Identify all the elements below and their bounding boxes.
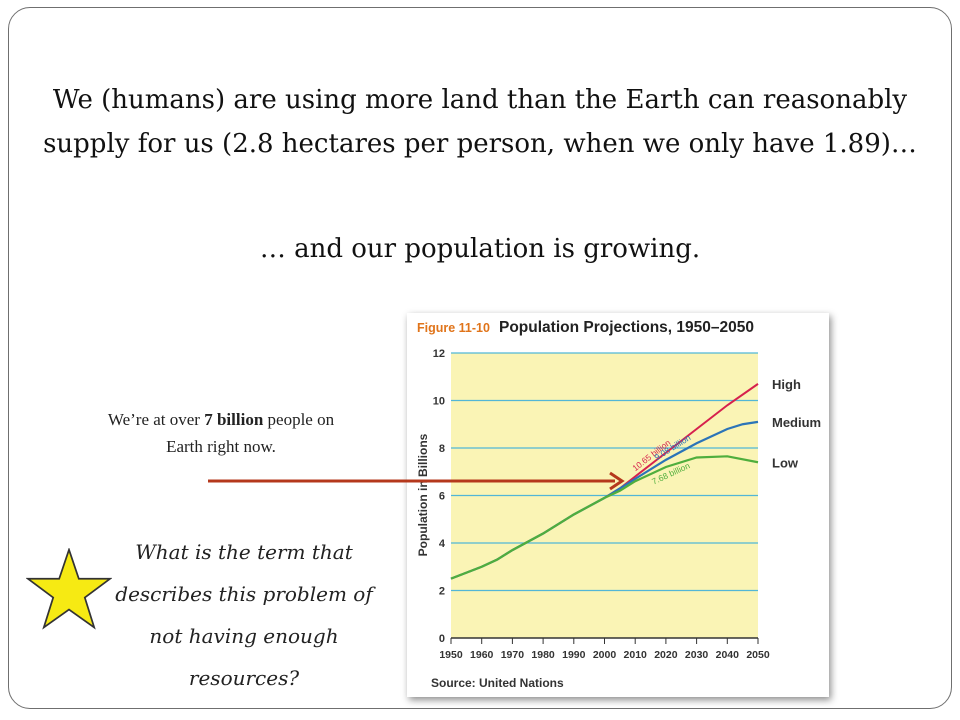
note-suffix: people on [263, 410, 335, 429]
chart-title: Population Projections, 1950–2050 [499, 319, 754, 336]
x-tick-label: 1970 [501, 649, 525, 661]
heading-line-2: supply for us (2.8 hectares per person, … [43, 129, 917, 159]
x-tick-label: 2000 [593, 649, 617, 661]
series-label-high: High [772, 377, 801, 392]
chart-canvas: Figure 11-10 Population Projections, 195… [416, 319, 821, 690]
x-tick-label: 1950 [439, 649, 463, 661]
star-shape [26, 548, 112, 630]
series-lines [450, 383, 759, 580]
note-prefix: We’re at over [107, 410, 205, 429]
x-tick-label: 2050 [746, 649, 770, 661]
y-tick-label: 8 [439, 443, 445, 455]
heading-line-1: We (humans) are using more land than the… [52, 85, 908, 115]
series-label-low: Low [772, 455, 799, 470]
x-tick-label: 1990 [562, 649, 586, 661]
y-tick-label: 2 [439, 586, 445, 598]
y-tick-label: 12 [433, 348, 445, 360]
question-line-4: resources? [188, 666, 300, 690]
axis-ticks: 0 2 4 6 8 10 12 1950 1960 1970 1980 1990 2000 2010 202… [433, 348, 770, 661]
x-tick-label: 1980 [531, 649, 555, 661]
question-line-3: not having enough [149, 624, 339, 648]
slide-heading: We (humans) are using more land than the… [0, 78, 960, 166]
figure-label: Figure 11-10 [417, 321, 490, 335]
note-line-2: Earth right now. [166, 437, 276, 456]
series-line-low [450, 455, 759, 580]
chart-source: Source: United Nations [431, 676, 564, 690]
question-text: What is the term that describes this pro… [108, 531, 380, 699]
population-note: We’re at over 7 billion people on Earth … [62, 406, 380, 460]
star-icon [26, 548, 112, 630]
slide-subheading: … and our population is growing. [259, 234, 701, 264]
population-chart: Figure 11-10 Population Projections, 195… [407, 313, 829, 697]
y-tick-label: 4 [439, 538, 446, 550]
series-label-medium: Medium [772, 415, 821, 430]
question-line-1: What is the term that [135, 540, 353, 564]
x-tick-label: 2040 [716, 649, 740, 661]
x-tick-label: 1960 [470, 649, 494, 661]
y-axis-label: Population in Billions [416, 433, 430, 556]
x-tick-label: 2010 [624, 649, 648, 661]
y-tick-label: 6 [439, 491, 445, 503]
question-line-2: describes this problem of [115, 582, 373, 606]
x-tick-label: 2020 [654, 649, 678, 661]
x-tick-label: 2030 [685, 649, 709, 661]
note-highlight: 7 billion [204, 410, 264, 429]
y-tick-label: 10 [433, 396, 445, 408]
y-tick-label: 0 [439, 633, 445, 645]
